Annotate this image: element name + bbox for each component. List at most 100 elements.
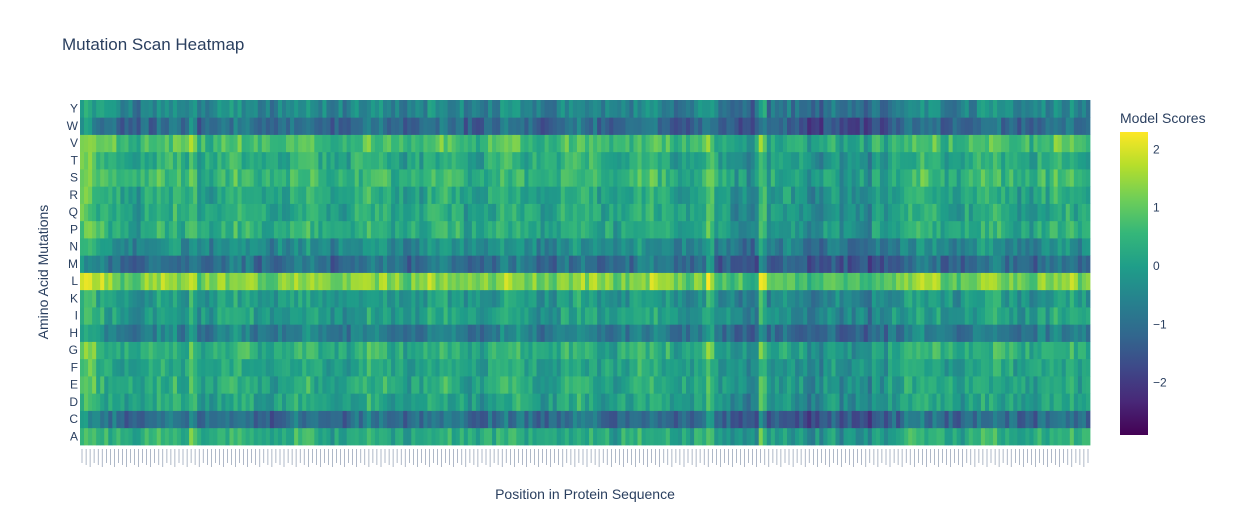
heatmap-cell — [334, 186, 339, 204]
heatmap-cell — [677, 238, 683, 256]
heatmap-cell — [370, 376, 376, 394]
heatmap-cell — [609, 272, 614, 291]
heatmap-cell — [516, 410, 521, 429]
heatmap-cell — [512, 358, 517, 377]
heatmap-cell — [1013, 220, 1018, 239]
heatmap-cell — [593, 358, 598, 377]
heatmap-cell — [669, 289, 675, 308]
heatmap-cell — [1017, 376, 1022, 394]
heatmap-cell — [1017, 341, 1022, 360]
heatmap-cell — [621, 203, 626, 222]
heatmap-cell — [645, 324, 651, 342]
heatmap-cell — [879, 255, 885, 273]
heatmap-cell — [326, 393, 331, 411]
heatmap-cell — [326, 117, 331, 135]
heatmap-cell — [774, 358, 780, 377]
heatmap-cell — [88, 393, 93, 411]
heatmap-cell — [782, 100, 788, 118]
heatmap-cell — [536, 289, 541, 308]
heatmap-cell — [298, 272, 303, 291]
heatmap-cell — [455, 341, 461, 360]
heatmap-cell — [524, 169, 529, 187]
heatmap-cell — [302, 410, 307, 429]
heatmap-cell — [241, 186, 247, 204]
heatmap-cell — [1033, 324, 1038, 342]
heatmap-cell — [172, 203, 178, 222]
heatmap-cell — [589, 186, 594, 204]
heatmap-cell — [629, 255, 634, 273]
heatmap-cell — [500, 220, 505, 239]
heatmap-cell — [237, 203, 242, 222]
heatmap-cell — [225, 358, 230, 377]
heatmap-cell — [1085, 272, 1091, 291]
heatmap-cell — [746, 100, 752, 118]
heatmap-cell — [580, 117, 586, 135]
heatmap-cell — [722, 169, 727, 187]
heatmap-cell — [556, 324, 562, 342]
heatmap-cell — [84, 186, 89, 204]
heatmap-cell — [411, 203, 416, 222]
heatmap-cell — [698, 220, 703, 239]
heatmap-cell — [968, 272, 974, 291]
heatmap-cell — [492, 324, 497, 342]
heatmap-cell — [807, 358, 812, 377]
heatmap-cell — [746, 151, 752, 170]
heatmap-cell — [241, 272, 247, 291]
heatmap-cell — [815, 117, 820, 135]
heatmap-cell — [1037, 341, 1042, 360]
heatmap-cell — [993, 169, 998, 187]
heatmap-cell — [742, 324, 747, 342]
heatmap-cell — [888, 117, 893, 135]
heatmap-cell — [851, 376, 857, 394]
heatmap-cell — [104, 410, 109, 429]
heatmap-cell — [710, 169, 715, 187]
heatmap-cell — [738, 134, 743, 153]
heatmap-cell — [387, 427, 392, 446]
heatmap-cell — [84, 255, 89, 273]
heatmap-cell — [92, 358, 97, 377]
heatmap-cell — [221, 289, 226, 308]
heatmap-cell — [528, 427, 533, 446]
heatmap-cell — [888, 134, 893, 153]
heatmap-cell — [249, 358, 255, 377]
heatmap-cell — [544, 100, 550, 118]
heatmap-cell — [548, 358, 554, 377]
heatmap-cell — [484, 272, 489, 291]
heatmap-cell — [706, 100, 711, 118]
heatmap-cell — [217, 324, 222, 342]
heatmap-cell — [653, 341, 659, 360]
heatmap-cell — [447, 358, 453, 377]
heatmap-cell — [645, 169, 651, 187]
heatmap-cell — [415, 341, 420, 360]
heatmap-cell — [633, 410, 638, 429]
heatmap-cell — [702, 117, 707, 135]
heatmap-cell — [811, 220, 816, 239]
heatmap-cell — [233, 427, 238, 446]
heatmap-cell — [896, 393, 901, 411]
heatmap-cell — [423, 238, 428, 256]
heatmap-cell — [673, 289, 679, 308]
heatmap-cell — [702, 220, 707, 239]
heatmap-cell — [100, 220, 105, 239]
heatmap-cell — [787, 134, 792, 153]
heatmap-cell — [815, 376, 820, 394]
heatmap-cell — [326, 134, 331, 153]
heatmap-cell — [556, 341, 562, 360]
heatmap-cell — [132, 272, 137, 291]
heatmap-cell — [617, 186, 622, 204]
heatmap-cell — [181, 100, 186, 118]
heatmap-cell — [1057, 134, 1063, 153]
heatmap-cell — [782, 151, 788, 170]
heatmap-cell — [104, 238, 109, 256]
heatmap-cell — [576, 272, 582, 291]
heatmap-cell — [585, 186, 590, 204]
heatmap-cell — [661, 220, 667, 239]
heatmap-cell — [968, 410, 974, 429]
heatmap-cell — [249, 324, 255, 342]
heatmap-cell — [1073, 100, 1079, 118]
heatmap-cell — [160, 134, 166, 153]
heatmap-cell — [286, 289, 291, 308]
heatmap-cell — [556, 238, 562, 256]
heatmap-cell — [536, 427, 541, 446]
heatmap-cell — [185, 376, 190, 394]
